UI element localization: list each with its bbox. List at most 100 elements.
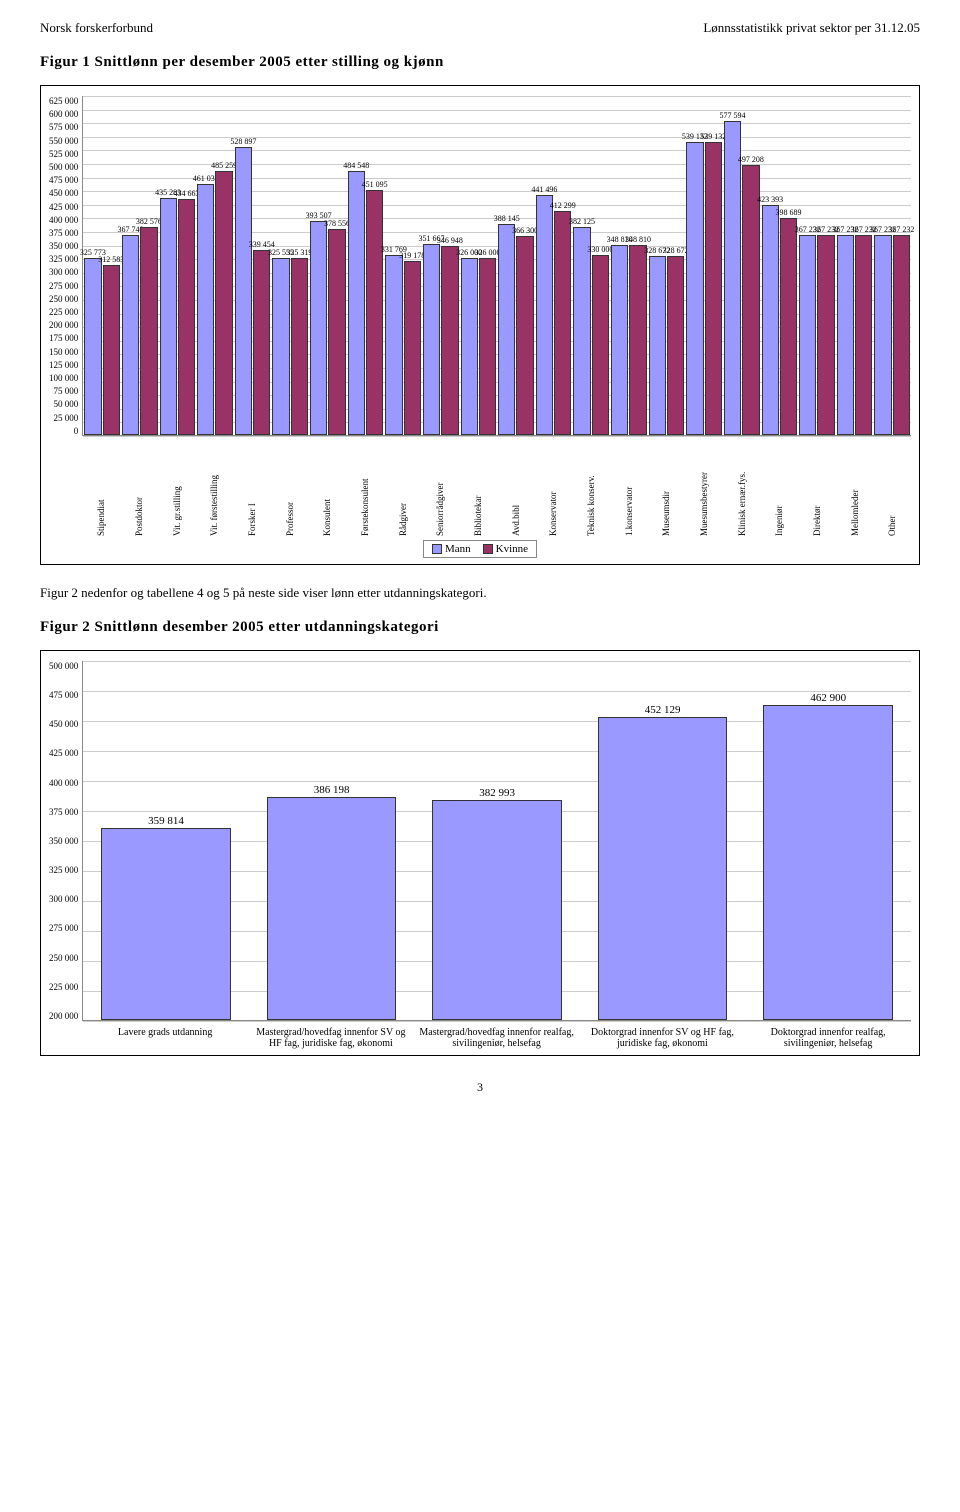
bar-mann: 461 033 [197,184,214,435]
ytick: 425 000 [49,748,78,758]
x-category-label: Mellomleder [836,438,874,538]
bar-kvinne: 451 095 [366,190,383,435]
bar-kvinne: 326 000 [479,258,496,435]
bar-kvinne: 330 000 [592,255,609,435]
bar-group: 331 769319 178 [384,255,422,435]
x-category-label: Mastergrad/hovedfag innenfor SV og HF fa… [248,1023,414,1049]
bar-group: 328 672328 672 [648,256,686,435]
bar-mann: 435 283 [160,198,177,435]
bar-value-label: 398 689 [775,208,801,217]
bar-mann: 367 232 [874,235,891,435]
bar-value-label: 382 993 [479,787,515,799]
bar-group: 367 232367 232 [836,235,874,435]
bar-kvinne: 367 232 [893,235,910,435]
x-category-label: Vit. førstestilling [195,438,233,538]
x-category-label: Doktorgrad innenfor realfag, sivilingeni… [745,1023,911,1049]
figure1-plot: 325 773312 583367 740382 576435 283434 6… [82,96,911,436]
bar-group: 484 548451 095 [347,171,385,435]
bar-group: 351 667346 948 [422,244,460,435]
bar: 382 993 [432,800,562,1020]
bar-kvinne: 497 208 [742,165,759,435]
bar-kvinne: 346 948 [441,246,458,435]
x-category-label: Lavere grads utdanning [82,1023,248,1049]
bar-kvinne: 485 259 [215,171,232,435]
ytick: 625 000 [49,96,78,106]
ytick: 475 000 [49,175,78,185]
legend-label-kvinne: Kvinne [496,543,528,555]
ytick: 200 000 [49,1011,78,1021]
bar-mann: 367 232 [799,235,816,435]
bar-kvinne: 319 178 [404,261,421,435]
bar-value-label: 382 125 [569,217,595,226]
figure2-xaxis: Lavere grads utdanningMastergrad/hovedfa… [82,1023,911,1049]
ytick: 175 000 [49,333,78,343]
legend-swatch-mann [432,544,442,554]
ytick: 575 000 [49,122,78,132]
ytick: 350 000 [49,836,78,846]
bar-kvinne: 398 689 [780,218,797,435]
ytick: 125 000 [49,360,78,370]
x-category-label: Museumsdir [647,438,685,538]
x-category-label: 1.konservator [610,438,648,538]
bar-value-label: 386 198 [314,784,350,796]
bar-value-label: 528 897 [230,137,256,146]
header-right: Lønnsstatistikk privat sektor per 31.12.… [703,20,920,36]
ytick: 275 000 [49,923,78,933]
bar-kvinne: 328 672 [667,256,684,435]
x-category-label: Ingeniør [760,438,798,538]
bar-group: 359 814 [83,828,249,1020]
ytick: 275 000 [49,281,78,291]
figure1-xaxis: StipendiatPostdoktorVit. gr.stillingVit.… [82,438,911,538]
bar-group: 462 900 [745,705,911,1020]
ytick: 425 000 [49,202,78,212]
x-category-label: Mastergrad/hovedfag innenfor realfag, si… [414,1023,580,1049]
ytick: 300 000 [49,267,78,277]
ytick: 400 000 [49,215,78,225]
figure1-yaxis: 625 000600 000575 000550 000525 000500 0… [49,96,82,436]
ytick: 375 000 [49,228,78,238]
bar-mann: 382 125 [573,227,590,435]
x-category-label: Konsulent [308,438,346,538]
bar-mann: 441 496 [536,195,553,435]
bar-mann: 325 555 [272,258,289,435]
bar-group: 367 740382 576 [121,227,159,435]
ytick: 150 000 [49,347,78,357]
bar-group: 348 810348 810 [610,245,648,435]
bar-group: 367 232367 232 [798,235,836,435]
bar-mann: 423 393 [762,205,779,435]
x-category-label: Teknisk konserv. [572,438,610,538]
bar: 386 198 [267,797,397,1020]
figure1-legend: Mann Kvinne [49,540,911,558]
bar-group: 386 198 [249,797,415,1020]
ytick: 300 000 [49,894,78,904]
bar-kvinne: 348 810 [629,245,646,435]
bar-mann: 367 232 [837,235,854,435]
bar-mann: 577 594 [724,121,741,435]
x-category-label: Klinisk ernær.fys. [723,438,761,538]
x-category-label: Avd.bibl [497,438,535,538]
bar-kvinne: 434 663 [178,199,195,435]
bar: 359 814 [101,828,231,1020]
ytick: 25 000 [49,413,78,423]
ytick: 500 000 [49,661,78,671]
ytick: 250 000 [49,294,78,304]
x-category-label: Other [873,438,911,538]
bar-mann: 351 667 [423,244,440,435]
bar-kvinne: 382 576 [140,227,157,435]
page-number: 3 [40,1080,920,1095]
bar-mann: 484 548 [348,171,365,435]
ytick: 375 000 [49,807,78,817]
bar-value-label: 348 810 [625,235,651,244]
bar-kvinne: 367 232 [855,235,872,435]
bar-group: 441 496412 299 [535,195,573,435]
x-category-label: Vit. gr.stilling [158,438,196,538]
bar-value-label: 423 393 [757,195,783,204]
figure1-chart: 625 000600 000575 000550 000525 000500 0… [40,85,920,565]
bar-mann: 348 810 [611,245,628,435]
bar-mann: 328 672 [649,256,666,435]
bar-group: 382 993 [414,800,580,1020]
bar-group: 388 145366 300 [497,224,535,435]
x-category-label: Bibliotekar [459,438,497,538]
figure2-title: Figur 2 Snittlønn desember 2005 etter ut… [40,619,920,636]
ytick: 500 000 [49,162,78,172]
